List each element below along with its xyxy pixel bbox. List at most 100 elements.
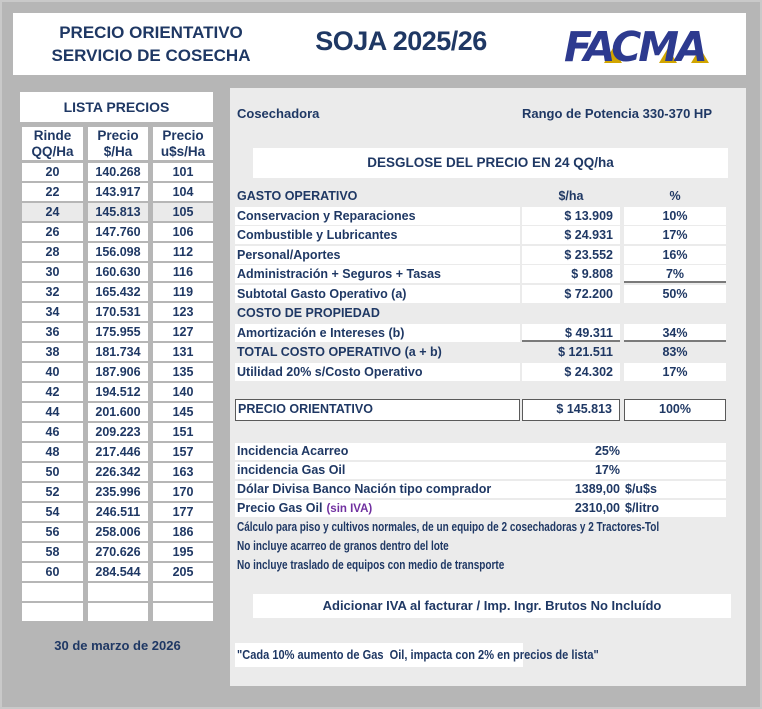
precio-ars-cell: 145.813: [88, 203, 148, 221]
orientative-price-percent: 100%: [624, 398, 726, 421]
precio-ars-cell: [88, 583, 148, 601]
cost-row-total: TOTAL COSTO OPERATIVO (a + b) $ 121.511 …: [237, 345, 688, 359]
rinde-cell: 24: [22, 203, 83, 221]
price-row: 32 165.432 119: [22, 283, 213, 301]
precio-usd-cell: 112: [153, 243, 213, 261]
precio-ars-cell: 143.917: [88, 183, 148, 201]
price-row: 20 140.268 101: [22, 163, 213, 181]
list-date: 30 de marzo de 2026: [54, 638, 181, 653]
cost-header-amount: $/ha: [558, 189, 584, 203]
precio-ars-cell: 270.626: [88, 543, 148, 561]
rinde-cell: 20: [22, 163, 83, 181]
breakdown-title: DESGLOSE DEL PRECIO EN 24 QQ/ha: [253, 148, 728, 178]
price-row: 46 209.223 151: [22, 423, 213, 441]
precio-ars-cell: 217.446: [88, 443, 148, 461]
precio-usd-cell: 170: [153, 483, 213, 501]
precio-usd-cell: 157: [153, 443, 213, 461]
cost-row: Administración + Seguros + Tasas $ 9.808…: [230, 265, 746, 283]
price-list-title: LISTA PRECIOS: [20, 92, 213, 122]
rinde-cell: 56: [22, 523, 83, 541]
subtitle-line1: PRECIO ORIENTATIVO: [59, 23, 243, 42]
price-row: [22, 583, 213, 601]
logo-text: FACMA: [564, 23, 705, 70]
precio-usd-cell: 104: [153, 183, 213, 201]
precio-ars-cell: 187.906: [88, 363, 148, 381]
price-row: 48 217.446 157: [22, 443, 213, 461]
rinde-cell: 36: [22, 323, 83, 341]
rinde-cell: 34: [22, 303, 83, 321]
precio-usd-cell: 101: [153, 163, 213, 181]
precio-usd-cell: 140: [153, 383, 213, 401]
sin-iva-note: (sin IVA): [326, 502, 373, 515]
precio-usd-cell: 135: [153, 363, 213, 381]
machine-label: Cosechadora: [237, 106, 320, 121]
rinde-cell: 22: [22, 183, 83, 201]
price-row: 44 201.600 145: [22, 403, 213, 421]
rinde-cell: 46: [22, 423, 83, 441]
machine-row: Cosechadora Rango de Potencia 330-370 HP: [230, 88, 746, 122]
precio-usd-cell: 106: [153, 223, 213, 241]
precio-ars-cell: [88, 603, 148, 621]
precio-usd-cell: 105: [153, 203, 213, 221]
rinde-cell: 38: [22, 343, 83, 361]
price-row: 30 160.630 116: [22, 263, 213, 281]
price-row: 22 143.917 104: [22, 183, 213, 201]
info-rows: Incidencia Acarreo 25% incidencia Gas Oi…: [230, 442, 746, 517]
rinde-cell: 32: [22, 283, 83, 301]
precio-ars-cell: 165.432: [88, 283, 148, 301]
precio-usd-cell: 205: [153, 563, 213, 581]
precio-usd-cell: 177: [153, 503, 213, 521]
precio-ars-cell: 226.342: [88, 463, 148, 481]
price-row: 60 284.544 205: [22, 563, 213, 581]
gas-oil-quote: "Cada 10% aumento de Gas Oil, impacta co…: [235, 642, 726, 667]
logo-triangle-icon: [691, 48, 709, 63]
price-row: 26 147.760 106: [22, 223, 213, 241]
cost-section-heading: COSTO DE PROPIEDAD: [237, 306, 380, 320]
precio-usd-cell: 116: [153, 263, 213, 281]
cost-row: Combustible y Lubricantes $ 24.931 17%: [230, 226, 746, 244]
cost-row: Utilidad 20% s/Costo Operativo $ 24.302 …: [230, 362, 746, 381]
rinde-cell: 50: [22, 463, 83, 481]
precio-ars-cell: 181.734: [88, 343, 148, 361]
precio-usd-cell: 163: [153, 463, 213, 481]
cost-row: Conservacion y Reparaciones $ 13.909 10%: [230, 206, 746, 225]
info-row: Dólar Divisa Banco Nación tipo comprador…: [235, 480, 726, 498]
page-subtitle: PRECIO ORIENTATIVO SERVICIO DE COSECHA: [41, 21, 261, 67]
breakdown-panel: Cosechadora Rango de Potencia 330-370 HP…: [230, 88, 746, 686]
precio-ars-cell: 147.760: [88, 223, 148, 241]
rinde-cell: [22, 603, 83, 621]
precio-usd-cell: 119: [153, 283, 213, 301]
precio-ars-cell: 194.512: [88, 383, 148, 401]
rinde-cell: 60: [22, 563, 83, 581]
iva-note: Adicionar IVA al facturar / Imp. Ingr. B…: [253, 593, 731, 618]
note-line: No incluye acarreo de granos dentro del …: [237, 539, 449, 553]
price-row: 28 156.098 112: [22, 243, 213, 261]
rinde-cell: 40: [22, 363, 83, 381]
price-row: 38 181.734 131: [22, 343, 213, 361]
precio-usd-cell: 151: [153, 423, 213, 441]
rinde-cell: 52: [22, 483, 83, 501]
cost-header-label: GASTO OPERATIVO: [237, 189, 358, 203]
precio-ars-cell: 170.531: [88, 303, 148, 321]
page-title: SOJA 2025/26: [315, 26, 487, 56]
rinde-cell: 26: [22, 223, 83, 241]
precio-usd-cell: 131: [153, 343, 213, 361]
price-row: 58 270.626 195: [22, 543, 213, 561]
orientative-price-amount: $ 145.813: [522, 398, 620, 421]
col-header-precio-usd: Precio u$s/Ha: [153, 127, 213, 160]
price-rows: 20 140.268 101 22 143.917 104 24 145.813…: [10, 163, 226, 621]
info-row: incidencia Gas Oil 17%: [235, 461, 726, 479]
price-list-header: Rinde QQ/Ha Precio $/Ha Precio u$s/Ha: [22, 127, 213, 160]
price-row: [22, 603, 213, 621]
price-row: 52 235.996 170: [22, 483, 213, 501]
precio-usd-cell: 127: [153, 323, 213, 341]
header-band: PRECIO ORIENTATIVO SERVICIO DE COSECHA S…: [13, 13, 746, 75]
price-row: 42 194.512 140: [22, 383, 213, 401]
notes: Cálculo para piso y cultivos normales, d…: [230, 519, 746, 575]
cost-row-subtotal: Subtotal Gasto Operativo (a) $ 72.200 50…: [230, 284, 746, 303]
logo-triangle-icon: [659, 48, 677, 63]
col-header-precio-ars: Precio $/Ha: [88, 127, 148, 160]
orientative-price-row: PRECIO ORIENTATIVO $ 145.813 100%: [230, 398, 746, 421]
orientative-price-label: PRECIO ORIENTATIVO: [235, 398, 520, 421]
